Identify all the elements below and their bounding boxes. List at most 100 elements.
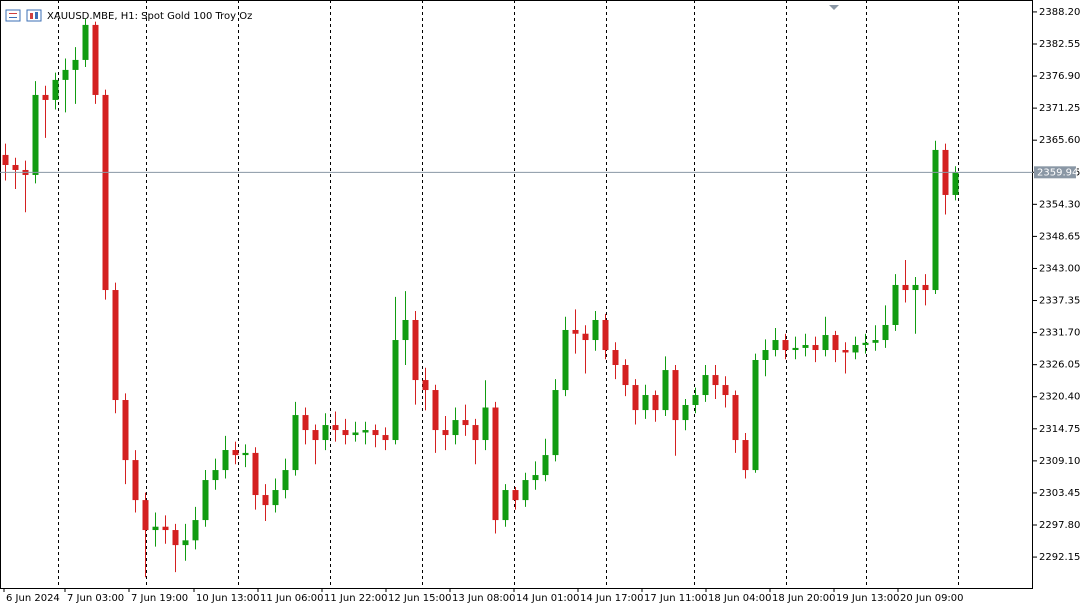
candle-body bbox=[412, 319, 419, 381]
candle-body bbox=[852, 345, 859, 353]
candle-body bbox=[862, 342, 869, 346]
candle-body bbox=[462, 420, 469, 426]
candle-body bbox=[532, 475, 539, 481]
icon-chart bbox=[26, 9, 42, 22]
x-tick-label: 17 Jun 11:00 bbox=[644, 593, 708, 604]
period-separators bbox=[58, 0, 959, 588]
candle-body bbox=[82, 24, 89, 60]
candle-body bbox=[772, 340, 779, 351]
y-tick-label: 2354.30 bbox=[1039, 199, 1080, 210]
candle-body bbox=[132, 460, 139, 501]
x-tick-label: 7 Jun 19:00 bbox=[131, 593, 188, 604]
candle-body bbox=[602, 319, 609, 351]
candle-body bbox=[332, 425, 339, 431]
candle-body bbox=[922, 284, 929, 291]
candle-body bbox=[492, 407, 499, 521]
candle-body bbox=[882, 324, 889, 341]
y-tick-label: 2382.55 bbox=[1039, 39, 1080, 50]
candle-body bbox=[292, 415, 299, 471]
candle-body bbox=[912, 284, 919, 291]
x-tick-label: 6 Jun 2024 bbox=[6, 593, 60, 604]
candle-body bbox=[352, 432, 359, 436]
candle-body bbox=[952, 172, 959, 195]
candle-body bbox=[512, 490, 519, 501]
y-tick-label: 2320.40 bbox=[1039, 392, 1080, 403]
y-tick-label: 2331.70 bbox=[1039, 328, 1080, 339]
candle-body bbox=[322, 425, 329, 441]
x-tick-label: 19 Jun 13:00 bbox=[836, 593, 900, 604]
candle-body bbox=[122, 400, 129, 461]
candle-body bbox=[842, 350, 849, 353]
y-tick-label: 2314.75 bbox=[1039, 424, 1080, 435]
x-tick-label: 13 Jun 08:00 bbox=[452, 593, 516, 604]
candle-body bbox=[192, 520, 199, 541]
candle-body bbox=[52, 79, 59, 100]
candle-body bbox=[672, 370, 679, 421]
candle-body bbox=[782, 340, 789, 351]
candle-body bbox=[372, 430, 379, 436]
candle-body bbox=[502, 490, 509, 521]
y-tick-label: 2371.25 bbox=[1039, 103, 1080, 114]
candle-body bbox=[362, 430, 369, 433]
candle-body bbox=[92, 24, 99, 95]
y-tick-label: 2343.00 bbox=[1039, 263, 1080, 274]
candle-body bbox=[12, 164, 19, 170]
y-tick-label: 2309.10 bbox=[1039, 456, 1080, 467]
candle-body bbox=[282, 470, 289, 491]
icon-bar bbox=[30, 13, 33, 19]
x-tick-label: 14 Jun 17:00 bbox=[580, 593, 644, 604]
candle-body bbox=[202, 480, 209, 521]
candle-body bbox=[932, 149, 939, 291]
candle-body bbox=[712, 375, 719, 386]
candle-body bbox=[482, 407, 489, 441]
candle-body bbox=[472, 425, 479, 441]
candle-body bbox=[402, 319, 409, 341]
candle-body bbox=[42, 94, 49, 100]
candle-body bbox=[162, 526, 169, 531]
candle-body bbox=[562, 329, 569, 391]
candle-body bbox=[212, 470, 219, 481]
plot-frame bbox=[0, 0, 1033, 589]
y-tick-label: 2376.90 bbox=[1039, 71, 1080, 82]
candle-body bbox=[252, 452, 259, 496]
candle-body bbox=[612, 350, 619, 366]
toolbar-icons bbox=[5, 9, 42, 22]
candle-body bbox=[582, 333, 589, 341]
candle-body bbox=[632, 385, 639, 411]
candle-body bbox=[312, 430, 319, 441]
x-tick-label: 20 Jun 09:00 bbox=[900, 593, 964, 604]
candle-body bbox=[142, 500, 149, 531]
chart-title: XAUUSD.MBE, H1: Spot Gold 100 Troy Oz bbox=[47, 11, 252, 22]
x-tick-label: 18 Jun 04:00 bbox=[708, 593, 772, 604]
candle-body bbox=[792, 347, 799, 351]
y-tick-label: 2365.60 bbox=[1039, 135, 1080, 146]
candle-body bbox=[2, 154, 9, 165]
candle-body bbox=[392, 340, 399, 441]
y-tick-label: 2297.80 bbox=[1039, 520, 1080, 531]
candle-body bbox=[692, 395, 699, 406]
x-tick-label: 11 Jun 06:00 bbox=[260, 593, 324, 604]
candle-body bbox=[522, 480, 529, 501]
last-price-box bbox=[1034, 166, 1076, 179]
candle-body bbox=[302, 415, 309, 431]
shift-marker bbox=[829, 5, 839, 10]
y-tick-label: 2292.15 bbox=[1039, 552, 1080, 563]
candle-body bbox=[152, 526, 159, 531]
candle-body bbox=[702, 375, 709, 396]
x-tick-label: 14 Jun 01:00 bbox=[516, 593, 580, 604]
candle-body bbox=[642, 395, 649, 411]
x-tick-label: 10 Jun 13:00 bbox=[196, 593, 260, 604]
candle-body bbox=[72, 59, 79, 70]
candle-body bbox=[542, 455, 549, 476]
y-tick-label: 2303.45 bbox=[1039, 488, 1080, 499]
candle-body bbox=[662, 370, 669, 411]
x-tick-label: 11 Jun 22:00 bbox=[324, 593, 388, 604]
candle-body bbox=[32, 94, 39, 175]
candle-body bbox=[242, 452, 249, 456]
candle-body bbox=[102, 94, 109, 291]
x-tick-label: 18 Jun 20:00 bbox=[772, 593, 836, 604]
candle-body bbox=[722, 385, 729, 396]
